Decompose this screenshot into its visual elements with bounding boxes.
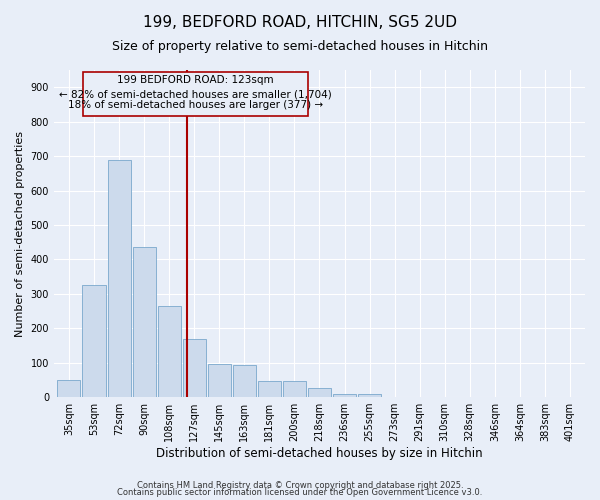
Text: 199 BEDFORD ROAD: 123sqm: 199 BEDFORD ROAD: 123sqm bbox=[117, 76, 274, 86]
Text: ← 82% of semi-detached houses are smaller (1,704): ← 82% of semi-detached houses are smalle… bbox=[59, 89, 332, 99]
Bar bbox=[283, 381, 306, 397]
Bar bbox=[308, 388, 331, 397]
Bar bbox=[208, 364, 231, 397]
Text: Contains HM Land Registry data © Crown copyright and database right 2025.: Contains HM Land Registry data © Crown c… bbox=[137, 480, 463, 490]
Bar bbox=[158, 306, 181, 397]
Bar bbox=[58, 380, 80, 397]
Bar bbox=[258, 381, 281, 397]
Bar bbox=[107, 160, 131, 397]
X-axis label: Distribution of semi-detached houses by size in Hitchin: Distribution of semi-detached houses by … bbox=[156, 447, 483, 460]
Bar bbox=[133, 248, 155, 397]
Text: Size of property relative to semi-detached houses in Hitchin: Size of property relative to semi-detach… bbox=[112, 40, 488, 53]
Bar bbox=[82, 285, 106, 397]
Y-axis label: Number of semi-detached properties: Number of semi-detached properties bbox=[15, 130, 25, 336]
Bar bbox=[333, 394, 356, 397]
Bar bbox=[182, 339, 206, 397]
Text: 199, BEDFORD ROAD, HITCHIN, SG5 2UD: 199, BEDFORD ROAD, HITCHIN, SG5 2UD bbox=[143, 15, 457, 30]
Bar bbox=[358, 394, 381, 397]
Bar bbox=[233, 365, 256, 397]
Text: Contains public sector information licensed under the Open Government Licence v3: Contains public sector information licen… bbox=[118, 488, 482, 497]
Text: 18% of semi-detached houses are larger (377) →: 18% of semi-detached houses are larger (… bbox=[68, 100, 323, 110]
FancyBboxPatch shape bbox=[83, 72, 308, 117]
